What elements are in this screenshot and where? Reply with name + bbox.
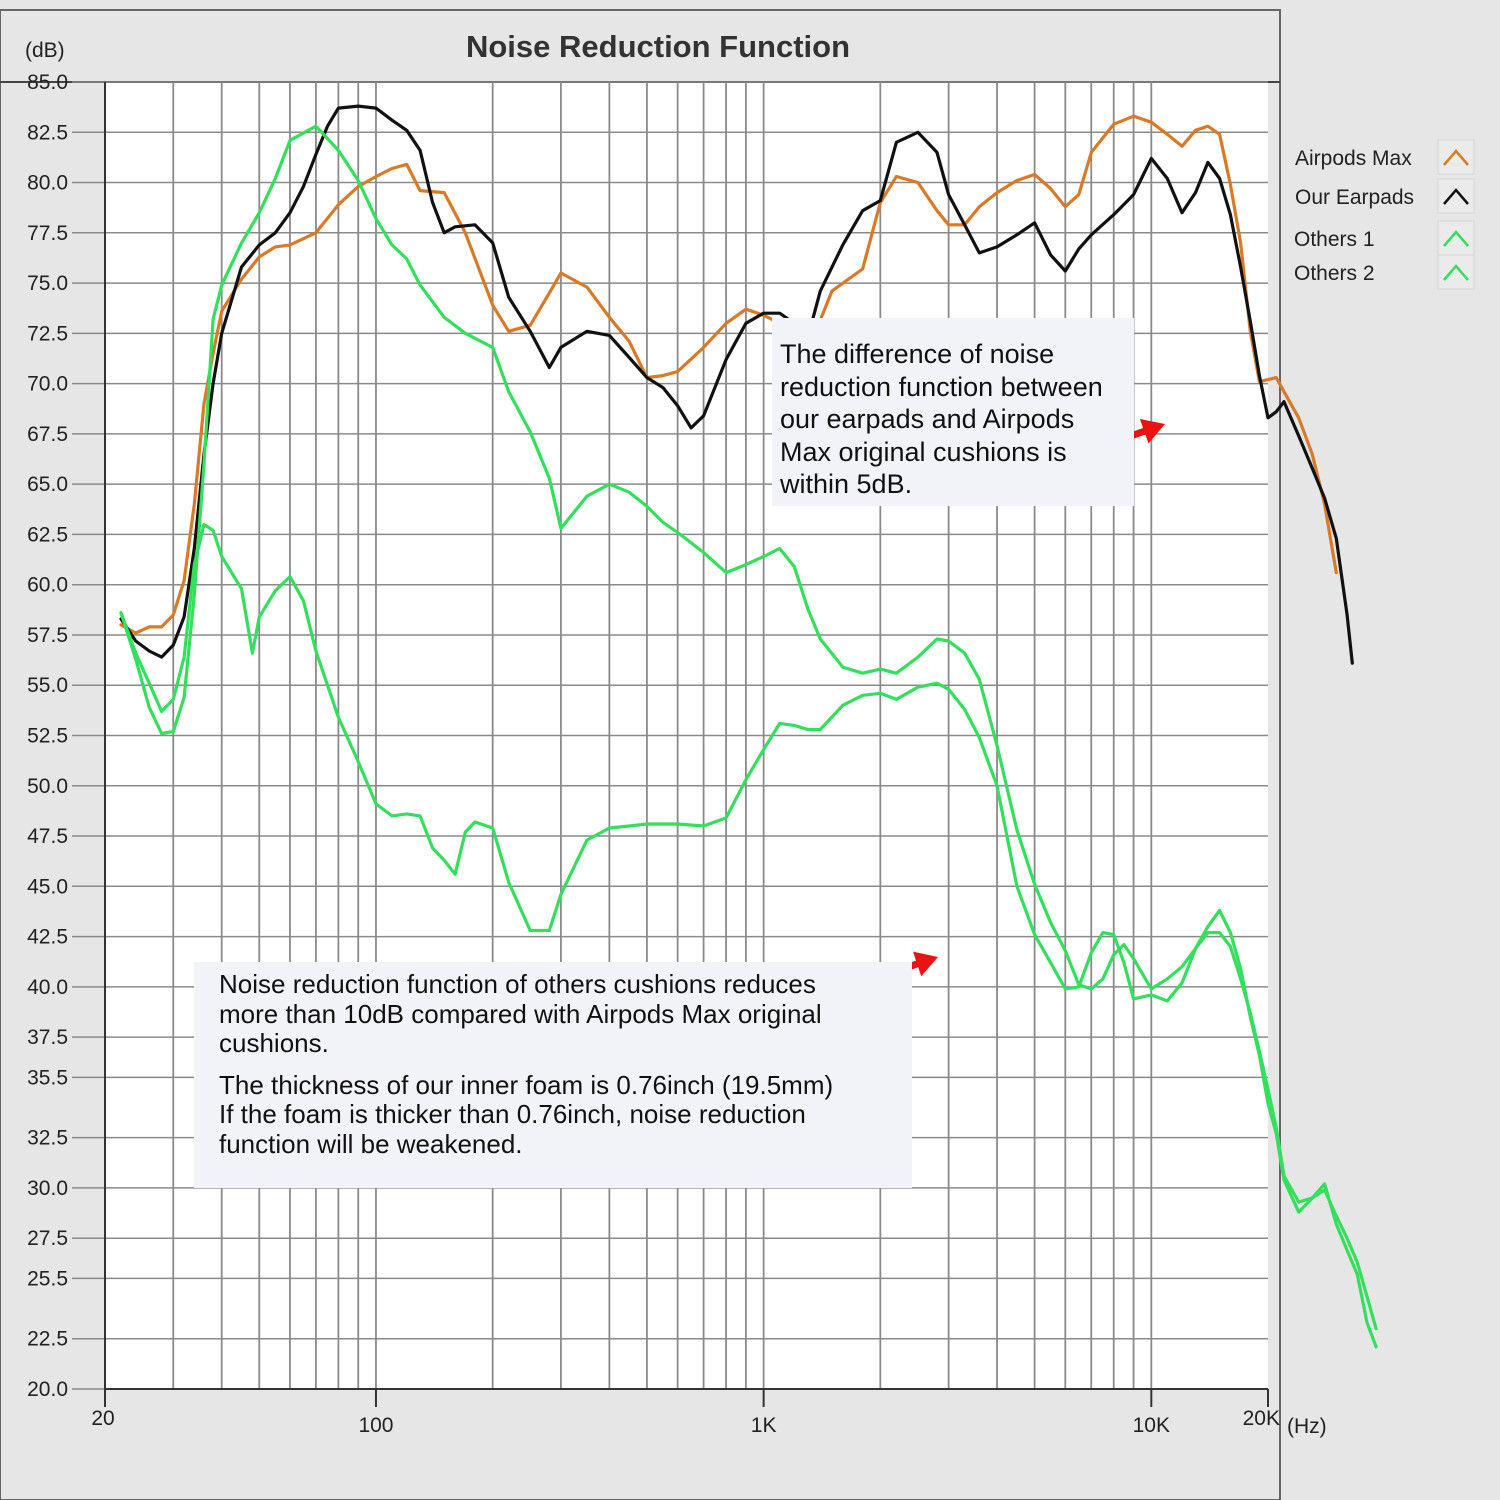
- y-tick-label: 77.5: [27, 222, 68, 245]
- series-line-2: [119, 104, 1354, 665]
- legend-label: Others 1: [1294, 228, 1375, 251]
- y-tick-label: 25.5: [27, 1267, 68, 1290]
- y-tick-label: 50.0: [27, 775, 68, 798]
- y-axis-unit-label: (dB): [25, 39, 65, 62]
- annotation-text-others: Noise reduction function of others cushi…: [219, 969, 822, 1058]
- legend-swatch: [1437, 139, 1475, 175]
- y-tick-label: 55.0: [27, 674, 68, 697]
- y-tick-label: 22.5: [27, 1328, 68, 1351]
- y-tick-label: 75.0: [27, 272, 68, 295]
- legend-marker: [1443, 188, 1469, 205]
- legend-marker: [1443, 264, 1469, 281]
- y-tick-label: 62.5: [27, 523, 68, 546]
- annotation-top: The difference of noise reduction functi…: [772, 318, 1134, 506]
- y-tick-label: 45.0: [27, 875, 68, 898]
- y-tick-label: 47.5: [27, 825, 68, 848]
- x-tick-label: 1K: [751, 1414, 777, 1437]
- y-tick-label: 35.5: [27, 1066, 68, 1089]
- annotation-text-difference: The difference of noise reduction functi…: [780, 339, 1103, 500]
- y-tick-label: 30.0: [27, 1177, 68, 1200]
- y-tick-label: 60.0: [27, 574, 68, 597]
- legend-swatch: [1437, 254, 1475, 290]
- y-tick-label: 85.0: [27, 71, 68, 94]
- legend-swatch: [1437, 178, 1475, 214]
- y-tick-label: 57.5: [27, 624, 68, 647]
- y-tick-label: 37.5: [27, 1026, 68, 1049]
- x-tick-label: 20: [91, 1407, 114, 1430]
- annotation-bottom: Noise reduction function of others cushi…: [194, 962, 912, 1188]
- y-tick-label: 82.5: [27, 121, 68, 144]
- series-line-3: [119, 522, 1378, 1349]
- y-tick-label: 32.5: [27, 1127, 68, 1150]
- x-tick-label: 10K: [1133, 1414, 1170, 1437]
- series-line-1: [119, 114, 1338, 635]
- series-line-4: [119, 124, 1378, 1331]
- x-tick-label: 20K: [1243, 1407, 1280, 1430]
- legend-label: Our Earpads: [1295, 186, 1414, 209]
- legend-label: Airpods Max: [1295, 147, 1412, 170]
- x-tick-label: 100: [358, 1414, 393, 1437]
- y-tick-label: 67.5: [27, 423, 68, 446]
- y-tick-label: 52.5: [27, 725, 68, 748]
- y-tick-label: 70.0: [27, 373, 68, 396]
- legend-swatch: [1437, 220, 1475, 256]
- legend-label: Others 2: [1294, 262, 1375, 285]
- y-tick-label: 72.5: [27, 322, 68, 345]
- y-tick-label: 80.0: [27, 172, 68, 195]
- x-axis-unit-label: (Hz): [1287, 1415, 1327, 1438]
- annotation-text-foam: The thickness of our inner foam is 0.76i…: [219, 1069, 834, 1159]
- y-tick-label: 65.0: [27, 473, 68, 496]
- y-tick-label: 40.0: [27, 976, 68, 999]
- legend-marker: [1443, 149, 1469, 166]
- chart-title: Noise Reduction Function: [466, 29, 850, 64]
- y-tick-label: 27.5: [27, 1227, 68, 1250]
- y-tick-label: 42.5: [27, 926, 68, 949]
- y-tick-label: 20.0: [27, 1378, 68, 1401]
- legend-marker: [1443, 230, 1469, 247]
